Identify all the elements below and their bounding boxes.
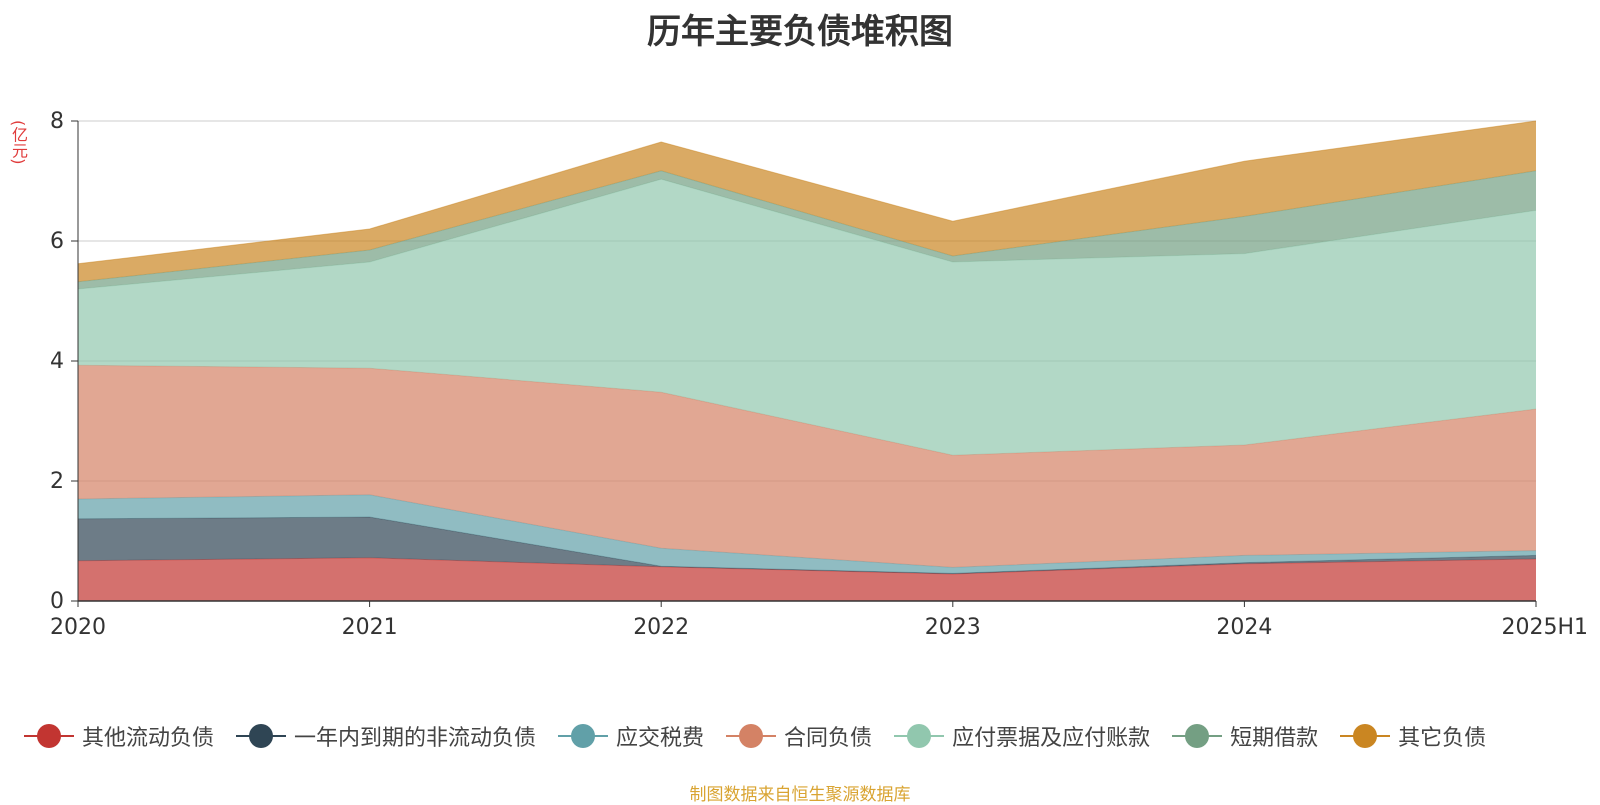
legend-dot-icon	[739, 724, 764, 748]
legend-item[interactable]: 合同负债	[726, 720, 872, 752]
area-series-5	[78, 170, 1536, 289]
legend-marker-icon	[1340, 724, 1391, 748]
x-tick-label: 2021	[342, 615, 398, 640]
legend-dot-icon	[249, 724, 274, 748]
legend-label: 应付票据及应付账款	[952, 726, 1151, 751]
x-tick-label: 2025H1	[1501, 615, 1588, 640]
legend-item[interactable]: 其它负债	[1340, 720, 1486, 752]
area-series-1	[78, 517, 1536, 574]
x-tick-label: 2020	[50, 615, 106, 640]
legend-label: 应交税费	[616, 726, 705, 751]
legend-label: 其它负债	[1398, 726, 1487, 751]
y-tick-label: 4	[50, 349, 64, 374]
area-series	[77, 120, 1537, 601]
y-tick-label: 0	[50, 589, 64, 614]
legend-item[interactable]: 应付票据及应付账款	[894, 720, 1150, 752]
legend-label: 其他流动负债	[82, 726, 215, 751]
legend-marker-icon	[726, 724, 777, 748]
legend-dot-icon	[1353, 724, 1378, 748]
legend-label: 短期借款	[1230, 726, 1319, 751]
y-tick-label: 2	[50, 469, 64, 494]
y-axis-unit-label: (亿元)	[9, 120, 28, 165]
legend-label: 合同负债	[784, 726, 873, 751]
legend-marker-icon	[24, 724, 74, 748]
chart-title: 历年主要负债堆积图	[647, 12, 953, 52]
legend-item[interactable]: 其他流动负债	[24, 720, 214, 752]
legend-marker-icon	[558, 724, 609, 748]
data-source-note: 制图数据来自恒生聚源数据库	[689, 785, 911, 805]
legend-item[interactable]: 应交税费	[558, 720, 704, 752]
legend-marker-icon	[236, 724, 287, 748]
area-series-2	[78, 494, 1536, 574]
legend-dot-icon	[571, 724, 596, 748]
legend-dot-icon	[1185, 724, 1210, 748]
legend-item[interactable]: 一年内到期的非流动负债	[236, 720, 536, 752]
x-tick-label: 2024	[1216, 615, 1272, 640]
legend-item[interactable]: 短期借款	[1172, 720, 1318, 752]
axes: 0 2 4 6 8 2020 2021 2022 2023 2024 2025H1	[50, 109, 1588, 640]
legend-marker-icon	[1172, 724, 1223, 748]
area-series-6	[78, 121, 1536, 282]
area-series-4	[78, 179, 1536, 456]
legend: 其他流动负债 一年内到期的非流动负债 应交税费 合同负债 应付票据及应付账款 短期借款 其它…	[24, 718, 1508, 754]
area-series-3	[78, 365, 1536, 568]
legend-marker-icon	[894, 724, 945, 748]
x-tick-label: 2023	[925, 615, 981, 640]
legend-dot-icon	[907, 724, 932, 748]
legend-dot-icon	[37, 724, 61, 748]
area-series-0	[78, 557, 1536, 601]
y-tick-label: 6	[50, 229, 64, 254]
area-series-edge-6	[77, 120, 1537, 265]
x-tick-label: 2022	[633, 615, 689, 640]
y-tick-label: 8	[50, 109, 64, 134]
legend-label: 一年内到期的非流动负债	[294, 726, 537, 751]
